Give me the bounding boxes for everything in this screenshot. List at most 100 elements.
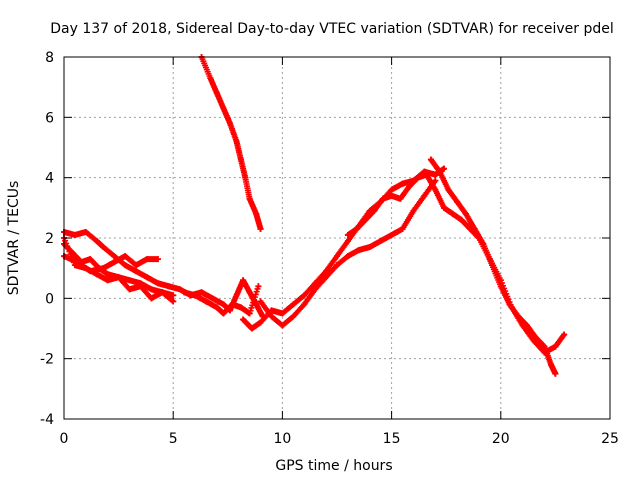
data-point [213,90,220,97]
data-point [82,228,89,235]
data-point [246,289,253,296]
data-point [312,280,319,287]
data-point [410,207,417,214]
data-point [82,265,89,272]
data-point [471,225,478,232]
data-point [93,238,100,245]
y-tick-label: 4 [45,171,54,187]
data-point [377,238,384,245]
data-point [253,210,260,217]
data-point [344,238,351,245]
data-point [87,256,94,263]
data-point [552,343,559,350]
data-point [257,225,264,232]
data-point [506,301,513,308]
data-point [552,370,559,377]
data-point [441,165,448,172]
data-point [449,210,456,217]
x-tick-label: 15 [383,431,401,447]
data-point [122,253,129,260]
data-point [100,244,107,251]
data-point [515,313,522,320]
data-point [246,310,253,317]
data-point [126,277,133,284]
data-point [143,256,150,263]
x-tick-label: 5 [169,431,178,447]
data-point [133,268,140,275]
data-point [290,313,297,320]
data-point [301,301,308,308]
data-point [148,295,155,302]
y-axis-label: SDTVAR / TECUs [6,181,22,296]
data-point [257,319,264,326]
data-point [220,310,227,317]
data-point [104,277,111,284]
y-tick-label: 0 [45,291,54,307]
data-point [532,334,539,341]
data-point [165,283,172,290]
series-arc-5 [181,283,262,317]
data-point [240,316,247,323]
data-point [480,241,487,248]
data-point [344,231,351,238]
data-point [441,204,448,211]
data-point [198,289,205,296]
data-point [159,289,166,296]
series-arc-8 [257,177,439,329]
data-point [334,253,340,260]
data-point [397,195,404,202]
data-point [133,262,140,269]
data-point [202,298,209,305]
data-point [323,268,330,275]
data-point [541,343,548,350]
data-point [399,225,406,232]
data-point [181,289,188,296]
data-point [427,156,434,163]
y-tick-label: -2 [40,352,54,368]
data-point [497,283,504,290]
data-point [255,283,262,290]
data-point [524,322,531,329]
y-tick-label: 6 [45,110,54,126]
data-point [242,174,249,181]
data-point [111,259,118,266]
data-point [213,304,220,311]
data-point [462,210,469,217]
data-point [240,277,247,284]
data-point [548,361,555,368]
data-point [154,256,161,263]
data-point [388,186,395,193]
data-point [226,120,233,127]
grid [64,57,610,419]
data-point [445,186,452,193]
data-point [406,183,413,190]
y-tick-label: -4 [40,412,54,428]
data-point [122,262,129,269]
data-point [143,274,150,281]
data-point [436,168,443,175]
data-point [312,286,319,293]
series-arc-4 [61,235,177,305]
data-point [353,225,360,232]
data-point [257,298,264,305]
data-point [301,292,308,299]
data-point [432,186,439,193]
data-point [71,231,78,238]
data-point [209,295,216,302]
data-point [290,301,297,308]
data-point [111,253,118,260]
data-point [355,247,362,254]
data-point [192,292,199,299]
data-point [399,180,406,187]
data-point [220,105,227,112]
data-point [432,171,439,178]
data-points [61,54,568,377]
data-point [366,244,373,251]
data-point [454,198,461,205]
data-point [388,192,395,199]
data-point [137,283,144,290]
data-point [93,271,100,278]
data-point [253,301,260,308]
